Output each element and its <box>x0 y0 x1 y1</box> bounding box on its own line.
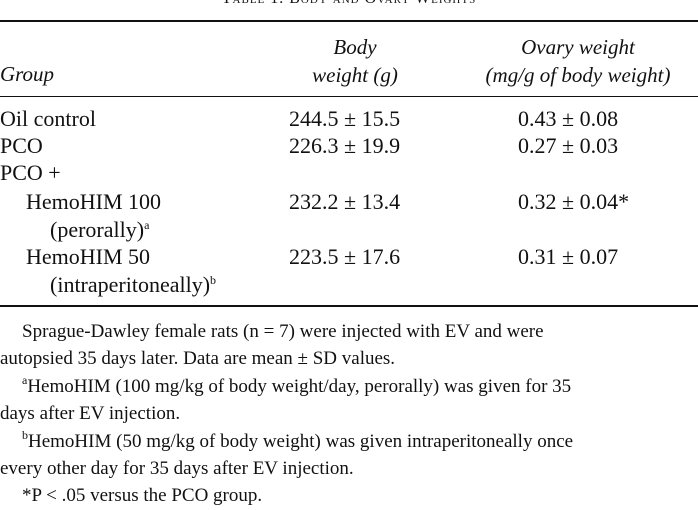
footnote-a-line1: aHemoHIM (100 mg/kg of body weight/day, … <box>0 373 698 400</box>
bottom-rule <box>0 305 698 307</box>
top-rule <box>0 20 698 22</box>
header-body-line1: Body <box>333 35 377 59</box>
row-label-hemohim-50: HemoHIM 50 <box>26 244 151 269</box>
row-ovary-oil-control: 0.43 ± 0.08 <box>518 106 619 131</box>
footnote-b: bHemoHIM (50 mg/kg of body weight) was g… <box>0 428 698 482</box>
row-label-pco: PCO <box>0 133 43 158</box>
footnote-marker-a: a <box>144 218 150 232</box>
row-body-hemohim-50: 223.5 ± 17.6 <box>289 244 401 269</box>
header-rule <box>0 96 698 97</box>
row-label-oil-control: Oil control <box>0 106 96 131</box>
footnote-main-line2: autopsied 35 days later. Data are mean ±… <box>0 348 396 369</box>
header-body-line2: weight (g) <box>312 63 398 87</box>
footnote-significance: *P < .05 versus the PCO group. <box>0 482 698 509</box>
header-group: Group <box>0 62 55 86</box>
row-label-hemohim-50-route: (intraperitoneally)b <box>50 271 216 298</box>
row-label-pco-plus: PCO + <box>0 160 61 185</box>
row-body-pco: 226.3 ± 19.9 <box>289 133 401 158</box>
row-body-oil-control: 244.5 ± 15.5 <box>289 106 401 131</box>
route-text: (intraperitoneally) <box>50 272 211 297</box>
row-ovary-pco: 0.27 ± 0.03 <box>518 133 619 158</box>
route-text: (perorally) <box>50 217 145 242</box>
row-label-hemohim-100: HemoHIM 100 <box>26 189 162 214</box>
footnote-main: Sprague-Dawley female rats (n = 7) were … <box>0 318 698 372</box>
footnote-a-line2: days after EV injection. <box>0 403 181 424</box>
footnote-a-marker: a <box>22 373 28 387</box>
footnote-b-text: HemoHIM (50 mg/kg of body weight) was gi… <box>28 431 574 452</box>
header-ovary-line1: Ovary weight <box>521 35 635 59</box>
row-label-hemohim-100-route: (perorally)a <box>50 216 149 243</box>
footnote-a-text: HemoHIM (100 mg/kg of body weight/day, p… <box>27 376 572 397</box>
footnote-main-line1: Sprague-Dawley female rats (n = 7) were … <box>22 321 544 342</box>
row-body-hemohim-100: 232.2 ± 13.4 <box>289 189 401 214</box>
header-ovary-weight: Ovary weight (mg/g of body weight) <box>458 33 698 89</box>
footnote-p-value: *P < .05 versus the PCO group. <box>22 485 263 506</box>
footnote-marker-b: b <box>210 273 217 287</box>
row-ovary-hemohim-50: 0.31 ± 0.07 <box>518 244 619 269</box>
footnote-b-marker: b <box>22 428 28 442</box>
footnote-b-line2: every other day for 35 days after EV inj… <box>0 458 354 479</box>
row-ovary-hemohim-100: 0.32 ± 0.04* <box>518 189 630 214</box>
header-body-weight: Body weight (g) <box>280 33 430 89</box>
footnote-b-line1: bHemoHIM (50 mg/kg of body weight) was g… <box>0 428 698 455</box>
table-caption: Table 1. Body and Ovary Weights <box>0 0 698 8</box>
footnote-a: aHemoHIM (100 mg/kg of body weight/day, … <box>0 373 698 427</box>
header-ovary-line2: (mg/g of body weight) <box>485 63 671 87</box>
